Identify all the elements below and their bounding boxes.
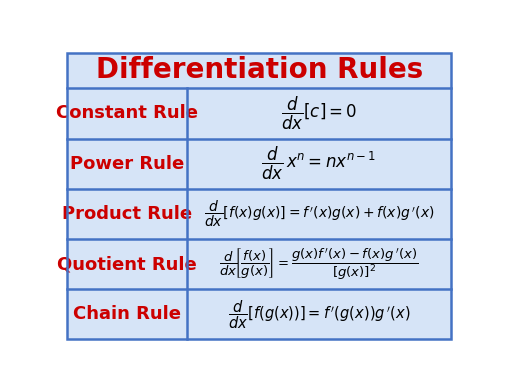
Text: $\dfrac{d}{dx}\,x^n = nx^{n-1}$: $\dfrac{d}{dx}\,x^n = nx^{n-1}$ xyxy=(261,145,376,182)
Text: Chain Rule: Chain Rule xyxy=(73,305,181,323)
FancyBboxPatch shape xyxy=(67,239,450,289)
Text: $\dfrac{d}{dx}[f(g(x))] = f\,'(g(x))g\,'(x)$: $\dfrac{d}{dx}[f(g(x))] = f\,'(g(x))g\,'… xyxy=(227,298,410,331)
FancyBboxPatch shape xyxy=(67,289,450,340)
FancyBboxPatch shape xyxy=(67,88,450,139)
FancyBboxPatch shape xyxy=(67,139,450,189)
Text: $\dfrac{d}{dx}[c] = 0$: $\dfrac{d}{dx}[c] = 0$ xyxy=(280,95,357,132)
Text: Constant Rule: Constant Rule xyxy=(56,104,197,123)
Text: Quotient Rule: Quotient Rule xyxy=(57,255,196,273)
Text: $\dfrac{d}{dx}\!\left[\dfrac{f(x)}{g(x)}\right] = \dfrac{g(x)f\,'(x) - f(x)g\,'(: $\dfrac{d}{dx}\!\left[\dfrac{f(x)}{g(x)}… xyxy=(219,246,418,282)
FancyBboxPatch shape xyxy=(67,189,450,239)
Text: Differentiation Rules: Differentiation Rules xyxy=(95,57,422,85)
FancyBboxPatch shape xyxy=(67,52,450,88)
Text: $\dfrac{d}{dx}[f(x)g(x)] = f\,'(x)g(x) + f(x)g\,'(x)$: $\dfrac{d}{dx}[f(x)g(x)] = f\,'(x)g(x) +… xyxy=(204,199,434,229)
Text: Power Rule: Power Rule xyxy=(70,155,184,173)
Text: Product Rule: Product Rule xyxy=(62,205,192,223)
